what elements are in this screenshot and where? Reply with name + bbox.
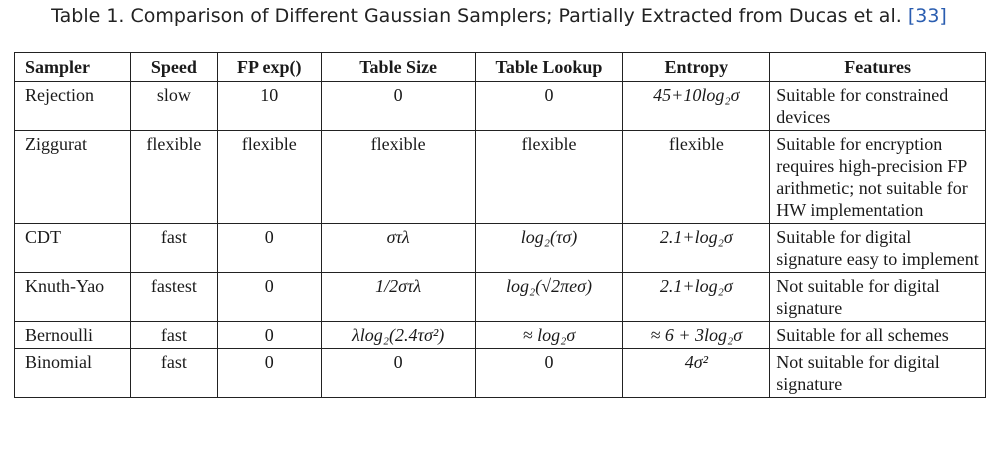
cell-entropy: flexible bbox=[622, 130, 771, 224]
header-features: Features bbox=[769, 52, 986, 82]
cell-fp-exp: 10 bbox=[216, 81, 322, 131]
cell-fp-exp: 0 bbox=[216, 321, 322, 349]
cell-table-lookup: log₂(√2πeσ) bbox=[474, 272, 624, 322]
sampler-comparison-table: Sampler Speed FP exp() Table Size Table … bbox=[14, 52, 986, 398]
caption-text: Table 1. Comparison of Different Gaussia… bbox=[51, 5, 908, 27]
cell-speed: flexible bbox=[129, 130, 218, 224]
cell-sampler: Ziggurat bbox=[14, 130, 131, 224]
cell-table-size: flexible bbox=[320, 130, 476, 224]
cell-speed: fast bbox=[129, 321, 218, 349]
header-row: Sampler Speed FP exp() Table Size Table … bbox=[14, 52, 986, 82]
header-table-lookup: Table Lookup bbox=[474, 52, 624, 82]
table-row: Bernoulli fast 0 λlog₂(2.4τσ²) ≈ log₂σ ≈… bbox=[14, 321, 986, 349]
cell-table-size: 1/2στλ bbox=[320, 272, 476, 322]
header-entropy: Entropy bbox=[622, 52, 771, 82]
cell-entropy: ≈ 6 + 3log₂σ bbox=[622, 321, 771, 349]
table-row: Knuth-Yao fastest 0 1/2στλ log₂(√2πeσ) 2… bbox=[14, 272, 986, 322]
header-table-size: Table Size bbox=[320, 52, 476, 82]
cell-fp-exp: 0 bbox=[216, 272, 322, 322]
cell-speed: fast bbox=[129, 348, 218, 398]
cell-table-lookup: 0 bbox=[474, 81, 624, 131]
table-caption: Table 1. Comparison of Different Gaussia… bbox=[0, 5, 998, 27]
cell-sampler: Bernoulli bbox=[14, 321, 131, 349]
cell-fp-exp: flexible bbox=[216, 130, 322, 224]
header-fp-exp: FP exp() bbox=[216, 52, 322, 82]
cell-features: Not suitable for digital signature bbox=[769, 272, 986, 322]
cell-features: Suitable for encryption requires high-pr… bbox=[769, 130, 986, 224]
cell-sampler: Binomial bbox=[14, 348, 131, 398]
cell-sampler: Knuth-Yao bbox=[14, 272, 131, 322]
citation-link[interactable]: [33] bbox=[907, 5, 947, 27]
cell-features: Not suitable for digital signature bbox=[769, 348, 986, 398]
cell-speed: slow bbox=[129, 81, 218, 131]
cell-entropy: 2.1+log₂σ bbox=[622, 272, 771, 322]
cell-features: Suitable for all schemes bbox=[769, 321, 986, 349]
cell-features: Suitable for digital signature easy to i… bbox=[769, 223, 986, 273]
cell-entropy: 45+10log₂σ bbox=[622, 81, 771, 131]
table-row: Ziggurat flexible flexible flexible flex… bbox=[14, 130, 986, 224]
cell-table-size: 0 bbox=[320, 81, 476, 131]
cell-table-lookup: 0 bbox=[474, 348, 624, 398]
cell-table-size: λlog₂(2.4τσ²) bbox=[320, 321, 476, 349]
cell-entropy: 4σ² bbox=[622, 348, 771, 398]
cell-entropy: 2.1+log₂σ bbox=[622, 223, 771, 273]
table-row: CDT fast 0 στλ log₂(τσ) 2.1+log₂σ Suitab… bbox=[14, 223, 986, 273]
cell-speed: fast bbox=[129, 223, 218, 273]
cell-table-lookup: log₂(τσ) bbox=[474, 223, 624, 273]
cell-fp-exp: 0 bbox=[216, 223, 322, 273]
cell-features: Suitable for constrained devices bbox=[769, 81, 986, 131]
header-sampler: Sampler bbox=[14, 52, 131, 82]
cell-table-size: 0 bbox=[320, 348, 476, 398]
cell-fp-exp: 0 bbox=[216, 348, 322, 398]
cell-sampler: Rejection bbox=[14, 81, 131, 131]
cell-speed: fastest bbox=[129, 272, 218, 322]
cell-sampler: CDT bbox=[14, 223, 131, 273]
cell-table-size: στλ bbox=[320, 223, 476, 273]
cell-table-lookup: flexible bbox=[474, 130, 624, 224]
cell-table-lookup: ≈ log₂σ bbox=[474, 321, 624, 349]
table-row: Binomial fast 0 0 0 4σ² Not suitable for… bbox=[14, 348, 986, 398]
table-row: Rejection slow 10 0 0 45+10log₂σ Suitabl… bbox=[14, 81, 986, 131]
header-speed: Speed bbox=[129, 52, 218, 82]
